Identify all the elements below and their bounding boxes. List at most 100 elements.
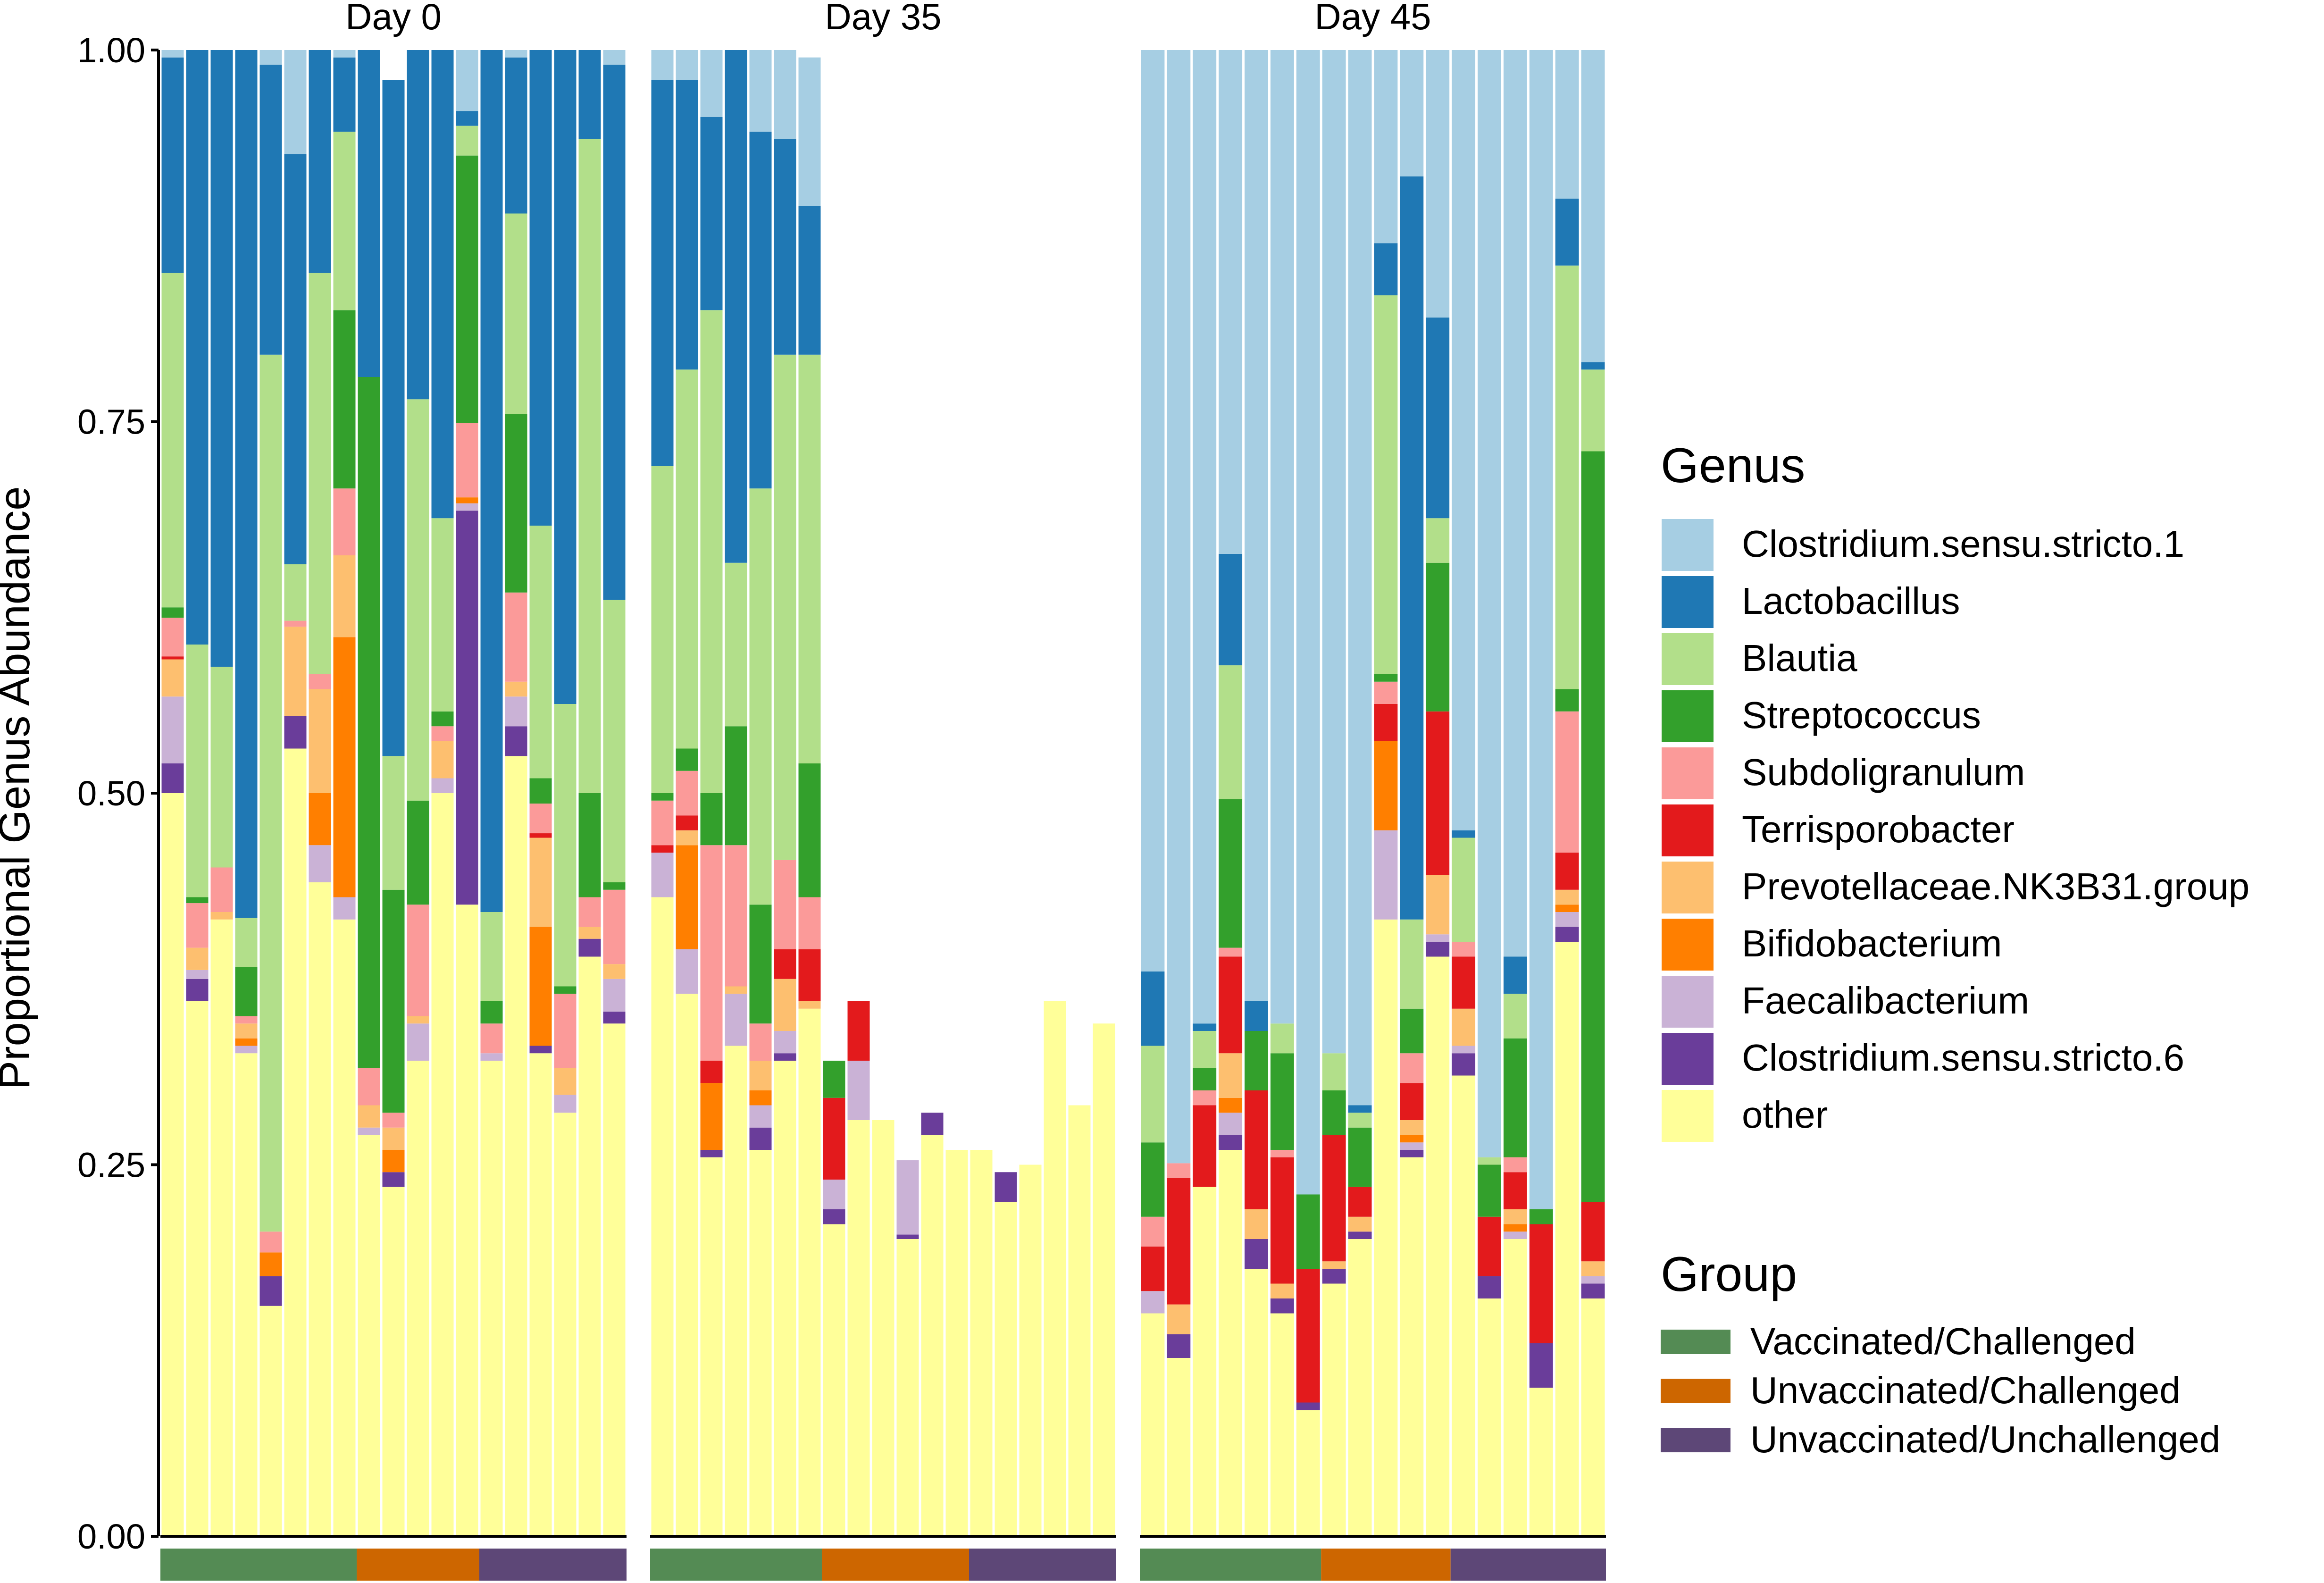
- bar-segment: [1296, 1410, 1320, 1536]
- bar-segment: [1555, 942, 1579, 1536]
- bar-segment: [333, 637, 356, 897]
- bar-segment: [382, 80, 405, 756]
- bar-segment: [676, 369, 698, 749]
- legend-label: Lactobacillus: [1742, 580, 1960, 622]
- y-tick-label: 0.00: [77, 1517, 145, 1556]
- bar-segment: [529, 927, 552, 1046]
- bar-segment: [1141, 1246, 1165, 1291]
- bar-segment: [161, 607, 184, 618]
- bar-stack: [1093, 1023, 1115, 1536]
- bar-segment: [578, 956, 601, 1536]
- bar-segment: [1503, 1172, 1527, 1209]
- bar-segment: [749, 1061, 772, 1090]
- bar-segment: [1503, 1239, 1527, 1536]
- bar-segment: [798, 763, 821, 897]
- bar-segment: [431, 778, 454, 793]
- bar-stack: [1529, 50, 1553, 1536]
- bar-segment: [1296, 1402, 1320, 1410]
- bar-segment: [1374, 295, 1398, 674]
- bar-stack: [1270, 50, 1294, 1536]
- bar-segment: [1503, 1209, 1527, 1224]
- bar-segment: [603, 889, 626, 964]
- bar-segment: [529, 804, 552, 834]
- bar-segment: [676, 80, 698, 370]
- legend-group-swatch: [1661, 1428, 1730, 1452]
- bar-segment: [210, 919, 233, 1536]
- bar-segment: [1348, 50, 1372, 1106]
- bar-segment: [823, 1097, 845, 1180]
- bar-segment: [456, 423, 478, 498]
- bar-segment: [1348, 1187, 1372, 1217]
- legend-swatch: [1660, 631, 1715, 687]
- bar-segment: [1219, 50, 1243, 554]
- bar-segment: [529, 833, 552, 838]
- bar-segment: [284, 564, 307, 621]
- bar-segment: [725, 1046, 747, 1536]
- bar-stack: [505, 50, 527, 1536]
- bar-segment: [921, 1113, 944, 1135]
- bar-segment: [161, 696, 184, 763]
- bar-segment: [505, 681, 527, 697]
- bar-segment: [186, 897, 209, 904]
- bar-segment: [431, 741, 454, 779]
- bar-segment: [235, 1053, 258, 1536]
- bar-segment: [1581, 50, 1605, 362]
- bar-segment: [1193, 1031, 1217, 1068]
- bar-segment: [456, 111, 478, 126]
- bar-segment: [1555, 199, 1579, 266]
- bar-segment: [235, 918, 258, 967]
- bar-segment: [1426, 956, 1450, 1536]
- bar-segment: [1426, 318, 1450, 519]
- bar-stack: [1452, 50, 1476, 1536]
- bar-stack: [651, 50, 674, 1536]
- bar-segment: [529, 838, 552, 927]
- bar-segment: [1044, 1001, 1066, 1536]
- bar-segment: [1400, 1008, 1424, 1054]
- bar-stack: [1581, 50, 1605, 1536]
- bar-segment: [431, 518, 454, 712]
- bar-segment: [651, 793, 674, 801]
- bar-segment: [1093, 1023, 1115, 1536]
- bar-segment: [1503, 1157, 1527, 1173]
- bar-stack: [161, 50, 184, 1536]
- bar-segment: [774, 1061, 796, 1536]
- bar-segment: [700, 310, 723, 793]
- bar-segment: [407, 1016, 429, 1024]
- group-strip-segment: [1321, 1549, 1451, 1583]
- bar-segment: [456, 497, 478, 503]
- bar-stack: [847, 1001, 870, 1536]
- bar-segment: [259, 1306, 282, 1536]
- group-strip-segment: [357, 1549, 479, 1583]
- bar-stack: [1322, 50, 1346, 1536]
- panels-layer: Day 0 Day 35 Day 45: [160, 0, 1606, 1583]
- bar-stack: [480, 50, 503, 1536]
- bar-segment: [1452, 1053, 1476, 1076]
- bar-stack: [676, 50, 698, 1536]
- bar-segment: [1400, 1142, 1424, 1150]
- bar-segment: [1270, 1053, 1294, 1150]
- bar-segment: [480, 50, 503, 912]
- bar-segment: [1452, 1008, 1476, 1046]
- bar-stack: [995, 1172, 1017, 1536]
- bar-segment: [1141, 1313, 1165, 1536]
- bar-stack: [1503, 50, 1527, 1536]
- bar-segment: [1167, 1178, 1191, 1305]
- bar-segment: [1270, 1283, 1294, 1298]
- bar-stack: [749, 50, 772, 1536]
- legend-swatch: [1660, 917, 1715, 972]
- bar-segment: [259, 1231, 282, 1253]
- bar-segment: [603, 1012, 626, 1024]
- bar-segment: [1219, 665, 1243, 799]
- bar-segment: [431, 726, 454, 741]
- bar-stack: [554, 50, 577, 1536]
- legend-genus-title: Genus: [1661, 438, 1805, 493]
- bar-segment: [651, 853, 674, 897]
- bar-segment: [186, 903, 209, 948]
- bar-segment: [358, 377, 380, 1068]
- legend-swatch: [1660, 1088, 1715, 1144]
- bar-segment: [1529, 1209, 1553, 1224]
- bar-segment: [774, 354, 796, 860]
- bar-segment: [333, 897, 356, 920]
- bar-segment: [1296, 1194, 1320, 1269]
- bar-segment: [1426, 50, 1450, 318]
